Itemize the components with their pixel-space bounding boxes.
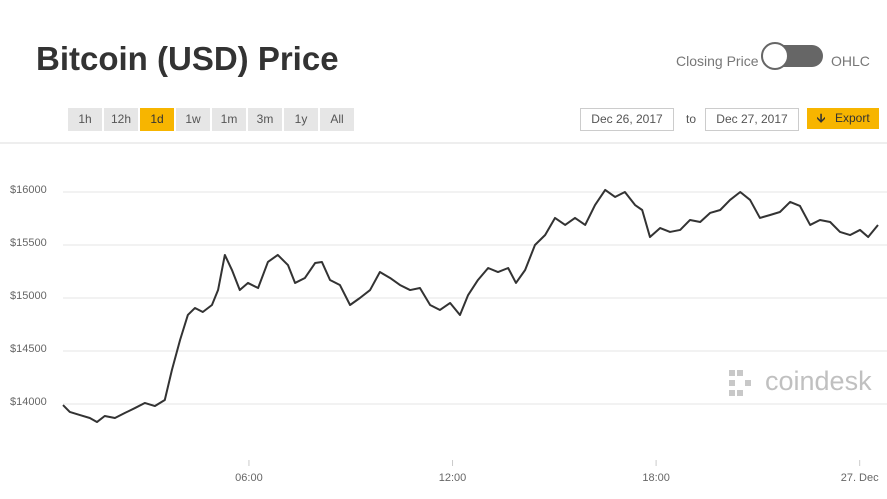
date-to[interactable]: Dec 27, 2017 xyxy=(705,108,799,131)
range-button[interactable]: 1h xyxy=(68,108,102,131)
range-button[interactable]: 1y xyxy=(284,108,318,131)
x-tick-label: 06:00 xyxy=(235,472,263,484)
y-tick-label: $16000 xyxy=(10,184,47,196)
y-tick-label: $15500 xyxy=(10,237,47,249)
toggle-label: OHLC xyxy=(831,53,870,69)
y-tick-label: $14500 xyxy=(10,343,47,355)
x-tick-label: 18:00 xyxy=(642,472,670,484)
x-tick-label: 27. Dec xyxy=(841,472,879,484)
y-tick-label: $15000 xyxy=(10,290,47,302)
range-button[interactable]: 1d xyxy=(140,108,174,131)
y-tick-label: $14000 xyxy=(10,396,47,408)
x-tick-label: 12:00 xyxy=(439,472,467,484)
title: Bitcoin (USD) Price xyxy=(36,40,339,77)
range-button[interactable]: 1m xyxy=(212,108,246,131)
range-button[interactable]: 3m xyxy=(248,108,282,131)
range-button[interactable]: 1w xyxy=(176,108,210,131)
date-from[interactable]: Dec 26, 2017 xyxy=(580,108,674,131)
range-button[interactable]: 12h xyxy=(104,108,138,131)
export-icon: 🡫 xyxy=(816,111,826,125)
watermark: coindesk xyxy=(765,366,872,396)
toggle-label: Closing Price xyxy=(676,53,759,69)
watermark-icon xyxy=(729,370,751,396)
export-label: Export xyxy=(835,111,870,125)
price-line xyxy=(62,188,879,424)
toggle-knob xyxy=(761,42,789,70)
date-separator: to xyxy=(686,112,697,126)
toggle[interactable] xyxy=(761,42,823,70)
export-button[interactable]: 🡫 Export xyxy=(807,108,879,129)
range-button[interactable]: All xyxy=(320,108,354,131)
range-buttons: 1h 12h 1d 1w 1m 3m 1y All xyxy=(68,108,354,131)
